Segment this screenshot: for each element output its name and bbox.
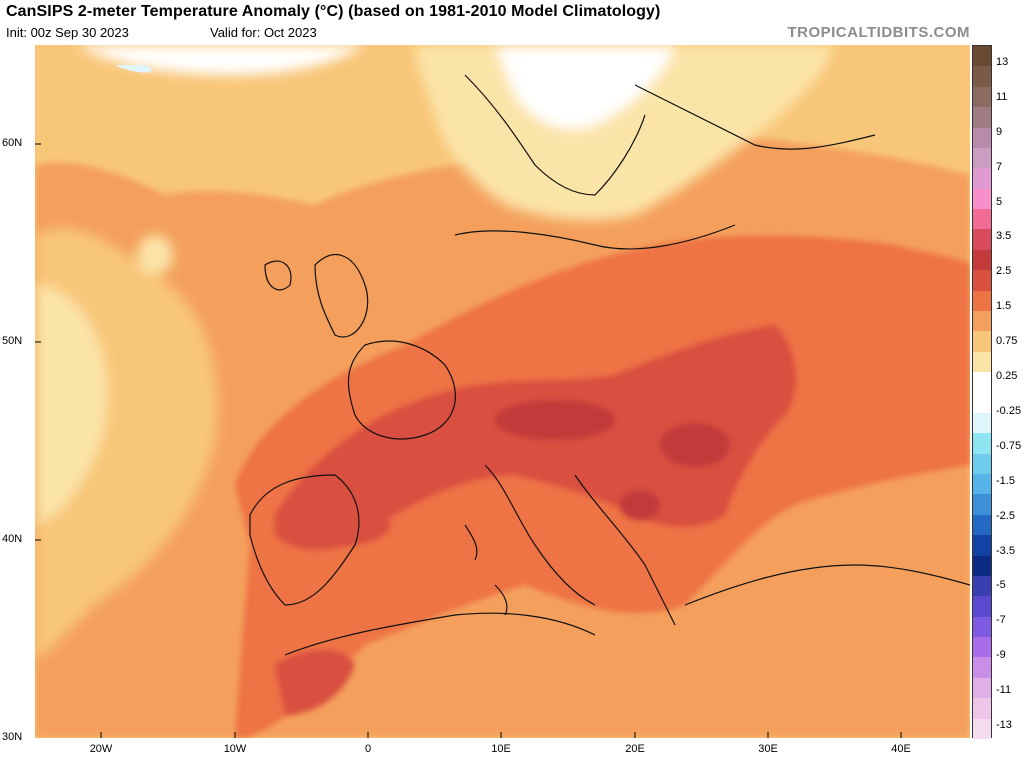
anomaly-scandinavia-cool bbox=[75, 45, 835, 221]
colorbar-segment bbox=[973, 616, 991, 638]
colorbar-segment bbox=[973, 46, 991, 67]
colorbar-label: 1.5 bbox=[996, 300, 1012, 313]
colorbar-segment bbox=[973, 555, 991, 577]
lon-label-10w: 10W bbox=[223, 743, 247, 755]
colorbar bbox=[972, 45, 992, 740]
lon-label-40e: 40E bbox=[891, 743, 911, 755]
colorbar-segment bbox=[973, 514, 991, 536]
colorbar-label: 9 bbox=[996, 125, 1003, 138]
anomaly-map bbox=[35, 45, 970, 738]
colorbar-segment bbox=[973, 331, 991, 353]
colorbar-segment bbox=[973, 290, 991, 312]
colorbar-segment bbox=[973, 372, 991, 393]
colorbar-label: 5 bbox=[996, 195, 1003, 208]
colorbar-segment bbox=[973, 147, 991, 169]
colorbar-segment bbox=[973, 657, 991, 679]
colorbar-segment bbox=[973, 209, 991, 230]
colorbar-label: 0.25 bbox=[996, 370, 1018, 383]
lat-label-60n: 60N bbox=[2, 137, 23, 149]
lon-label-20w: 20W bbox=[89, 743, 113, 755]
colorbar-label: 0.75 bbox=[996, 335, 1018, 348]
colorbar-segment bbox=[973, 188, 991, 210]
colorbar-label: -11 bbox=[996, 684, 1012, 697]
colorbar-segment bbox=[973, 249, 991, 271]
colorbar-label: 11 bbox=[996, 90, 1008, 103]
graticule-ticks bbox=[35, 143, 902, 738]
colorbar-segment bbox=[973, 453, 991, 475]
colorbar-segment bbox=[973, 86, 991, 108]
colorbar-segment bbox=[973, 698, 991, 720]
lon-label-10e: 10E bbox=[491, 743, 511, 755]
anomaly-3.5-hotspots bbox=[300, 400, 730, 545]
colorbar-segment bbox=[973, 229, 991, 251]
colorbar-segment bbox=[973, 575, 991, 597]
anomaly-iceland-cool bbox=[115, 65, 152, 73]
chart-title: CanSIPS 2-meter Temperature Anomaly (°C)… bbox=[6, 3, 661, 20]
lon-label-20e: 20E bbox=[625, 743, 645, 755]
colorbar-label: -3.5 bbox=[996, 544, 1015, 557]
colorbar-segment bbox=[973, 270, 991, 292]
colorbar-segment bbox=[973, 107, 991, 129]
colorbar-segment bbox=[973, 66, 991, 88]
colorbar-segment bbox=[973, 310, 991, 332]
colorbar-segment bbox=[973, 351, 991, 373]
colorbar-segment bbox=[973, 637, 991, 658]
colorbar-label: -0.25 bbox=[996, 404, 1022, 417]
valid-time: Valid for: Oct 2023 bbox=[210, 25, 317, 40]
colorbar-label: -1.5 bbox=[996, 474, 1015, 487]
colorbar-label: 13 bbox=[996, 56, 1009, 68]
anomaly-map-svg bbox=[35, 45, 970, 738]
colorbar-label: -0.75 bbox=[996, 439, 1022, 452]
colorbar-segment bbox=[973, 127, 991, 149]
colorbar-label: -9 bbox=[996, 649, 1006, 662]
colorbar-segment bbox=[973, 168, 991, 190]
lon-label-30e: 30E bbox=[758, 743, 778, 755]
colorbar-label: -13 bbox=[996, 719, 1012, 731]
colorbar-label: 2.5 bbox=[996, 265, 1012, 278]
colorbar-label: -5 bbox=[996, 579, 1006, 592]
colorbar-segment bbox=[973, 474, 991, 495]
lat-label-50n: 50N bbox=[2, 335, 23, 347]
colorbar-label: 3.5 bbox=[996, 230, 1012, 243]
init-time: Init: 00z Sep 30 2023 bbox=[6, 25, 129, 40]
colorbar-segment bbox=[973, 412, 991, 434]
colorbar-segment bbox=[973, 535, 991, 557]
colorbar-label: -2.5 bbox=[996, 509, 1015, 522]
lon-label-0: 0 bbox=[364, 743, 372, 755]
anomaly-atlantic-cooler bbox=[35, 228, 218, 660]
lat-label-30n: 30N bbox=[2, 731, 23, 743]
colorbar-segment bbox=[973, 392, 991, 414]
colorbar-label: 7 bbox=[996, 160, 1003, 173]
colorbar-segment bbox=[973, 677, 991, 699]
colorbar-segment bbox=[973, 433, 991, 455]
colorbar-label: -7 bbox=[996, 614, 1006, 627]
brand-watermark: TROPICALTIDBITS.COM bbox=[787, 24, 970, 41]
colorbar-segment bbox=[973, 494, 991, 516]
colorbar-segment bbox=[973, 718, 991, 740]
lat-label-40n: 40N bbox=[2, 533, 23, 545]
coastlines bbox=[249, 74, 970, 656]
colorbar-segment bbox=[973, 596, 991, 618]
